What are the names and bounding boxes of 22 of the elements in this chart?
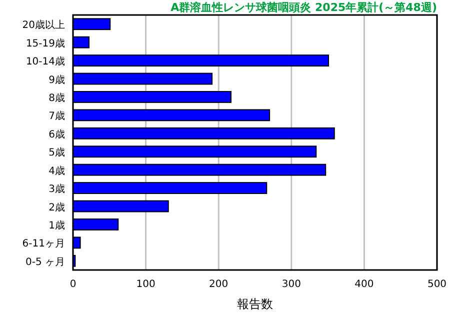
- x-tick-label: 300: [282, 279, 301, 290]
- y-tick-label: 2歳: [48, 201, 65, 214]
- x-tick-label: 0: [70, 279, 76, 290]
- y-tick-label: 10-14歳: [26, 56, 65, 68]
- y-tick-label: 15-19歳: [26, 37, 65, 50]
- y-tick-label: 6-11ヶ月: [22, 238, 65, 250]
- y-tick-label: 1歳: [48, 219, 65, 232]
- y-tick-label: 9歳: [48, 74, 65, 86]
- x-tick-label: 500: [427, 279, 447, 290]
- y-tick-label: 5歳: [48, 146, 65, 159]
- y-tick-label: 0-5 ヶ月: [25, 256, 65, 268]
- x-tick-label: 200: [209, 279, 228, 290]
- x-tick-label: 100: [136, 279, 156, 290]
- y-tick-label: 7歳: [48, 110, 65, 122]
- x-axis-title: 報告数: [237, 297, 273, 311]
- y-tick-label: 20歳以上: [22, 19, 65, 32]
- y-tick-label: 6歳: [48, 128, 65, 140]
- x-tick-label: 400: [354, 279, 374, 290]
- y-tick-label: 4歳: [48, 164, 65, 177]
- y-tick-label: 3歳: [48, 183, 65, 196]
- chart-title: A群溶血性レンサ球菌咽頭炎 2025年累計(～第48週): [170, 1, 437, 14]
- y-tick-label: 8歳: [48, 92, 65, 104]
